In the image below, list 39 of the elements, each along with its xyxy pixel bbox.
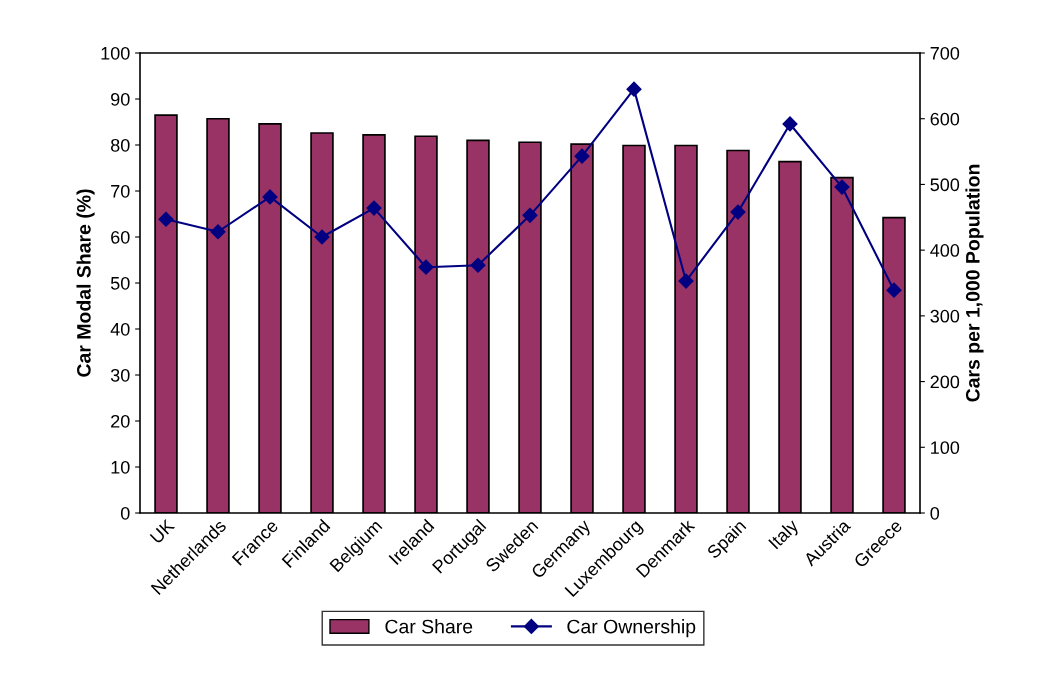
point xyxy=(158,211,174,227)
y-tick-label: 60 xyxy=(111,230,130,244)
point xyxy=(574,148,590,164)
point xyxy=(678,273,694,289)
y2-tick-label: 200 xyxy=(930,375,960,389)
y-tick-label: 70 xyxy=(111,184,130,198)
legend-label: Car Ownership xyxy=(567,619,696,638)
x-tick-label: Italy xyxy=(767,517,802,552)
point xyxy=(470,257,486,273)
y2-axis-title: Cars per 1,000 Population xyxy=(965,164,984,402)
y-tick-label: 90 xyxy=(111,92,130,106)
y-tick-label: 30 xyxy=(110,368,130,382)
y2-tick-label: 400 xyxy=(930,244,960,257)
y-tick-label: 0 xyxy=(120,506,130,520)
legend-label: Car Share xyxy=(385,619,473,634)
y2-tick-label: 700 xyxy=(930,46,960,60)
point xyxy=(262,189,278,205)
y2-tick-label: 500 xyxy=(930,178,960,192)
point xyxy=(782,116,798,132)
point xyxy=(418,259,434,275)
point xyxy=(730,204,746,220)
point xyxy=(834,179,850,195)
point xyxy=(522,207,538,223)
y-tick-label: 80 xyxy=(110,138,130,152)
point xyxy=(314,229,330,245)
y-tick-label: 20 xyxy=(111,414,130,428)
point xyxy=(210,224,226,240)
y-tick-label: 50 xyxy=(110,276,130,290)
y2-tick-label: 300 xyxy=(930,309,960,323)
y-tick-label: 10 xyxy=(111,460,130,474)
point xyxy=(366,200,382,216)
y-tick-label: 40 xyxy=(110,322,130,336)
point xyxy=(886,282,902,298)
y2-tick-label: 600 xyxy=(930,112,960,126)
y-tick-label: 100 xyxy=(101,46,130,60)
y2-tick-label: 0 xyxy=(930,506,940,520)
y2-tick-label: 100 xyxy=(931,441,960,455)
y-axis-title: Car Modal Share (%) xyxy=(76,189,95,377)
point xyxy=(626,81,642,97)
